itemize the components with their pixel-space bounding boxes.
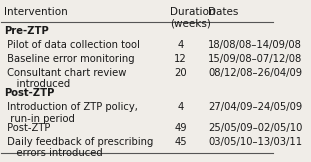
Text: 20: 20 <box>174 68 187 78</box>
Text: 18/08/08–14/09/08: 18/08/08–14/09/08 <box>208 40 302 50</box>
Text: Duration
(weeks): Duration (weeks) <box>170 7 215 29</box>
Text: Intervention: Intervention <box>4 7 68 17</box>
Text: Pilot of data collection tool: Pilot of data collection tool <box>4 40 140 50</box>
Text: 45: 45 <box>174 137 187 146</box>
Text: 4: 4 <box>178 102 184 112</box>
Text: Consultant chart review
    introduced: Consultant chart review introduced <box>4 68 127 89</box>
Text: 4: 4 <box>178 40 184 50</box>
Text: Baseline error monitoring: Baseline error monitoring <box>4 54 135 64</box>
Text: 08/12/08–26/04/09: 08/12/08–26/04/09 <box>208 68 302 78</box>
Text: Daily feedback of prescribing
    errors introduced: Daily feedback of prescribing errors int… <box>4 137 154 158</box>
Text: Pre-ZTP: Pre-ZTP <box>4 26 49 36</box>
Text: Dates: Dates <box>208 7 238 17</box>
Text: 15/09/08–07/12/08: 15/09/08–07/12/08 <box>208 54 302 64</box>
Text: 49: 49 <box>174 123 187 133</box>
Text: 27/04/09–24/05/09: 27/04/09–24/05/09 <box>208 102 302 112</box>
Text: Post-ZTP: Post-ZTP <box>4 88 54 98</box>
Text: 25/05/09–02/05/10: 25/05/09–02/05/10 <box>208 123 302 133</box>
Text: 12: 12 <box>174 54 187 64</box>
Text: Introduction of ZTP policy,
  run-in period: Introduction of ZTP policy, run-in perio… <box>4 102 138 124</box>
Text: 03/05/10–13/03/11: 03/05/10–13/03/11 <box>208 137 302 146</box>
Text: Post-ZTP: Post-ZTP <box>4 123 50 133</box>
